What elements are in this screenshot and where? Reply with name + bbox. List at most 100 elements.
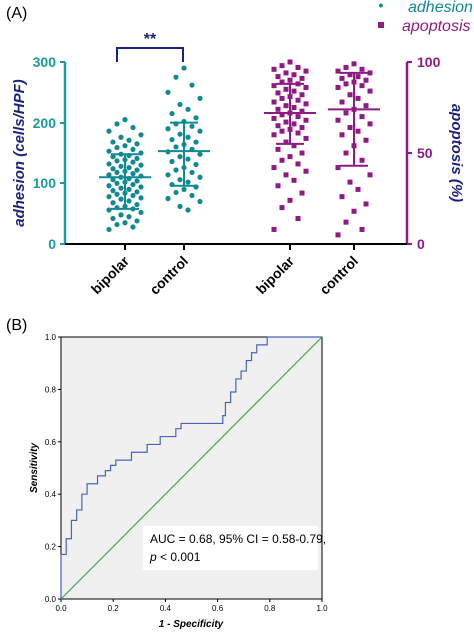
adhesion-point-control [189,82,195,88]
adhesion-point-bipolar [118,196,124,202]
adhesion-point-control [185,134,191,140]
apoptosis-point-bipolar [303,135,309,141]
adhesion-point-bipolar [122,220,128,226]
apoptosis-point-bipolar [275,74,281,80]
apoptosis-point-control [343,110,349,116]
apoptosis-point-control [363,137,369,143]
apoptosis-point-control [343,150,349,156]
apoptosis-point-control [347,72,353,78]
legend: • adhesion apoptosis [378,0,473,35]
apoptosis-point-bipolar [271,132,277,138]
adhesion-point-control [185,207,191,213]
adhesion-point-bipolar [106,161,112,167]
apoptosis-point-bipolar [299,150,305,156]
apoptosis-point-bipolar [283,103,289,109]
apoptosis-point-control [355,186,361,192]
adhesion-point-bipolar [130,146,136,152]
adhesion-point-bipolar [106,183,112,189]
roc-y-tick-label-1: 0.2 [45,543,57,552]
auc-p-text: p < 0.001 [149,550,201,564]
adhesion-point-control [165,126,171,132]
apoptosis-point-control [363,201,369,207]
apoptosis-point-bipolar [271,165,277,171]
roc-x-tick-label-5: 1.0 [316,604,328,613]
apoptosis-point-bipolar [303,168,309,174]
adhesion-point-bipolar [130,124,136,131]
adhesion-point-control [193,139,199,145]
adhesion-point-control [177,101,183,108]
adhesion-point-bipolar [110,166,116,172]
adhesion-point-control [165,89,171,95]
adhesion-point-bipolar [138,184,144,190]
apoptosis-point-bipolar [287,77,293,83]
adhesion-axis-title: adhesion (cells/HPF) [11,79,28,227]
apoptosis-point-bipolar [279,157,285,163]
apoptosis-point-control [359,66,365,72]
adhesion-tick-label-300: 300 [33,54,57,70]
adhesion-point-bipolar [118,134,124,140]
apoptosis-point-control [339,194,345,200]
roc-x-tick-label-4: 0.8 [264,604,276,613]
roc-x-tick-label-1: 0.2 [108,604,120,613]
legend-adhesion-marker: • [379,0,384,13]
apoptosis-point-control [347,179,353,185]
roc-y-tick-label-3: 0.6 [45,438,57,447]
apoptosis-point-control [359,114,365,120]
apoptosis-point-control [335,232,341,238]
apoptosis-point-control [343,219,349,225]
adhesion-point-control [165,172,171,178]
roc-y-title: Sensitivity [29,443,40,493]
auc-box-bg [143,526,318,570]
adhesion-point-bipolar [110,177,116,183]
apoptosis-point-bipolar [275,146,281,152]
adhesion-point-bipolar [122,143,128,149]
adhesion-point-bipolar [106,148,112,154]
adhesion-tick-label-100: 100 [33,175,57,191]
adhesion-point-bipolar [130,171,136,177]
adhesion-point-bipolar [134,155,140,162]
apoptosis-point-bipolar [275,106,281,112]
roc-y-tick-label-0: 0.0 [45,595,57,604]
adhesion-point-bipolar [118,212,124,218]
apoptosis-point-bipolar [279,79,285,85]
adhesion-point-control [197,128,203,134]
apoptosis-point-bipolar [271,226,277,232]
apoptosis-point-bipolar [303,84,309,90]
adhesion-point-control [177,177,183,183]
legend-apoptosis-label: apoptosis [402,18,471,35]
apoptosis-point-control [335,165,341,171]
adhesion-point-bipolar [138,195,144,201]
apoptosis-point-bipolar [279,128,285,134]
apoptosis-point-control [351,61,357,67]
adhesion-point-bipolar [106,226,112,233]
adhesion-point-bipolar [130,224,136,230]
adhesion-point-control [173,144,179,150]
adhesion-point-bipolar [134,167,140,173]
adhesion-point-control [197,174,203,180]
apoptosis-point-bipolar [275,90,281,96]
adhesion-point-bipolar [126,137,132,143]
significance-bracket: ** [116,31,184,62]
apoptosis-point-control [363,77,369,83]
legend-apoptosis-marker [378,22,384,28]
x-label-control-1: control [146,253,191,298]
apoptosis-point-control [347,125,353,131]
adhesion-point-bipolar [114,191,120,197]
adhesion-point-control [173,189,179,196]
adhesion-point-control [181,186,187,192]
apoptosis-point-bipolar [283,119,289,125]
adhesion-point-control [197,198,203,205]
apoptosis-axis-title: apoptosis (%) [448,104,465,202]
apoptosis-point-control [359,83,365,89]
roc-x-tick-label-2: 0.4 [160,604,172,613]
apoptosis-point-control [355,128,361,134]
auc-box: AUC = 0.68, 95% CI = 0.58-0.79, p < 0.00… [143,526,326,570]
roc-curve [60,336,322,599]
adhesion-point-bipolar [138,162,144,168]
auc-p-value: < 0.001 [157,550,201,564]
apoptosis-point-control [335,84,341,90]
apoptosis-point-bipolar [279,63,285,69]
adhesion-point-bipolar [114,180,120,186]
adhesion-point-control [185,106,191,112]
